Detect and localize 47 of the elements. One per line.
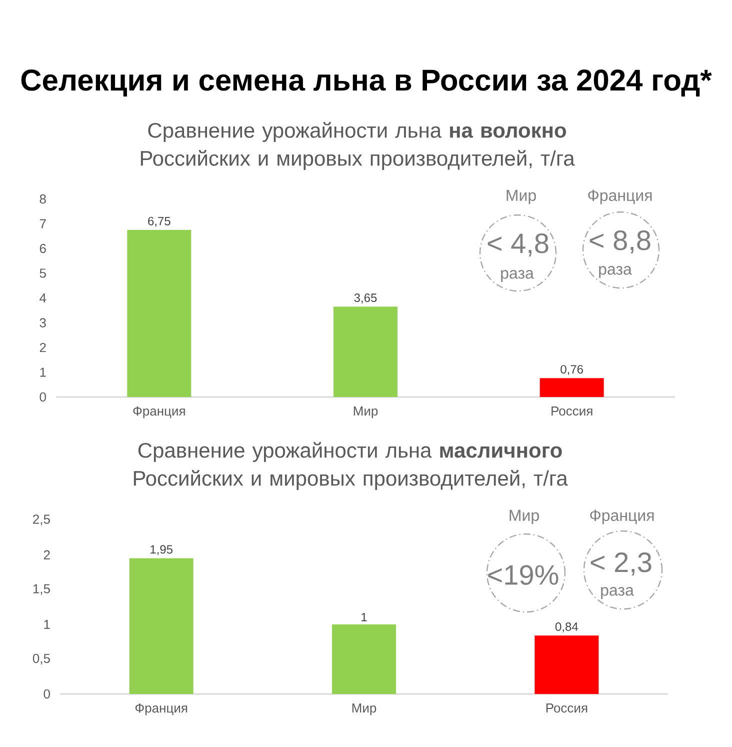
annotation: Мир <box>506 190 536 204</box>
annotation: Франция <box>590 510 654 524</box>
annotation: < 2,3 <box>590 552 652 576</box>
y-tick-label: 1,5 <box>33 584 50 595</box>
y-tick-label: 3 <box>40 318 46 328</box>
bar <box>127 230 192 397</box>
y-tick-label: 8 <box>40 194 46 204</box>
bar <box>534 636 599 694</box>
annotation: < 8,8 <box>590 230 650 254</box>
y-tick-label: 5 <box>40 268 46 278</box>
annotation: Мир <box>510 510 539 524</box>
data-label: 0,76 <box>560 365 583 375</box>
annotation: < 4,8 <box>488 233 548 257</box>
chart-subtitle: Сравнение урожайности льна масличного Российских и мировых производителей, т/га <box>134 442 568 490</box>
y-tick-label: 4 <box>40 294 46 302</box>
annotation: Франция <box>588 190 652 204</box>
y-tick-label: 0 <box>44 689 50 699</box>
data-label: 1,95 <box>150 545 173 556</box>
data-label: 0,84 <box>555 622 578 632</box>
x-tick-label: Россия <box>546 704 588 713</box>
bar <box>129 558 194 694</box>
chart-subtitle: Сравнение урожайности льна на волокно Российских и мировых производителей, т/га <box>140 122 575 170</box>
x-tick-label: Франция <box>135 704 188 716</box>
annotation: раза <box>599 266 632 278</box>
chart-title: Селекция и семена льна в России за 2024 год* <box>21 70 712 96</box>
data-label: 3,65 <box>354 294 377 304</box>
annotation: раза <box>501 270 534 282</box>
data-label: 6,75 <box>148 216 170 227</box>
bar <box>332 624 396 694</box>
y-tick-label: 0,5 <box>32 654 50 665</box>
y-tick-label: 6 <box>40 244 46 254</box>
data-label: 1 <box>362 612 367 622</box>
bar <box>334 306 398 397</box>
x-tick-label: Франция <box>133 406 185 418</box>
y-tick-label: 1 <box>44 620 50 629</box>
y-tick-label: 0 <box>40 392 46 402</box>
annotation: раза <box>601 587 634 599</box>
y-tick-label: 2 <box>44 550 50 560</box>
y-tick-label: 1 <box>40 368 46 377</box>
x-tick-label: Россия <box>552 406 592 416</box>
y-tick-label: 7 <box>40 219 46 228</box>
y-tick-label: 2 <box>40 342 46 352</box>
bar <box>540 378 604 397</box>
x-tick-label: Мир <box>354 406 378 418</box>
annotation: <19% <box>488 565 558 585</box>
y-tick-label: 2,5 <box>33 514 50 526</box>
x-tick-label: Мир <box>352 704 376 716</box>
